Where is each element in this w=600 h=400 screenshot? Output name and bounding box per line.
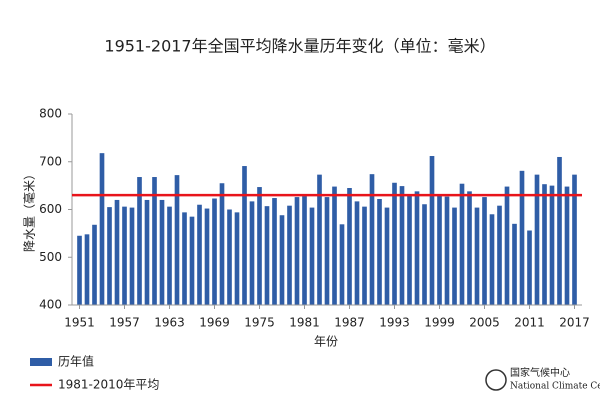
bar bbox=[557, 156, 562, 305]
bar bbox=[467, 191, 472, 305]
x-tick-label: 1963 bbox=[154, 316, 185, 330]
bar bbox=[264, 206, 270, 305]
x-tick-label: 1969 bbox=[199, 316, 230, 330]
x-tick-label: 2017 bbox=[559, 316, 590, 330]
bar bbox=[572, 174, 577, 305]
bar bbox=[444, 196, 450, 305]
bar bbox=[354, 201, 360, 305]
bar bbox=[377, 198, 382, 305]
bar bbox=[549, 185, 555, 305]
bar bbox=[437, 194, 442, 305]
bar bbox=[302, 196, 307, 305]
y-tick-label: 600 bbox=[39, 202, 62, 216]
bar bbox=[347, 188, 352, 305]
bar bbox=[407, 195, 412, 305]
chart-title: 1951-2017年全国平均降水量历年变化（单位：毫米） bbox=[104, 37, 495, 56]
bar bbox=[212, 198, 217, 305]
bar bbox=[287, 205, 292, 305]
bar bbox=[392, 182, 397, 305]
bar bbox=[77, 235, 82, 305]
bar bbox=[527, 230, 532, 305]
bar bbox=[339, 224, 345, 305]
bar bbox=[324, 197, 330, 305]
y-tick-label: 700 bbox=[39, 154, 62, 168]
source-name-en: National Climate Center bbox=[510, 382, 600, 392]
x-tick-label: 1999 bbox=[424, 316, 455, 330]
bar bbox=[294, 197, 300, 305]
bar bbox=[459, 183, 465, 305]
y-tick-label: 800 bbox=[39, 107, 62, 121]
bar bbox=[399, 186, 405, 305]
bar bbox=[474, 207, 480, 305]
y-tick-label: 400 bbox=[39, 298, 62, 312]
legend-label: 历年值 bbox=[58, 354, 94, 369]
x-tick-label: 2011 bbox=[514, 316, 545, 330]
bar bbox=[512, 223, 517, 305]
bar bbox=[317, 174, 322, 305]
legend-swatch bbox=[30, 358, 52, 366]
y-axis-label: 降水量（毫米） bbox=[22, 168, 37, 252]
y-tick-label: 500 bbox=[39, 250, 62, 264]
bar bbox=[429, 156, 435, 305]
bar bbox=[137, 177, 142, 305]
bar bbox=[362, 206, 367, 305]
bar bbox=[497, 205, 502, 305]
bar bbox=[84, 234, 90, 305]
bar bbox=[152, 177, 157, 305]
bar bbox=[159, 199, 165, 305]
bar bbox=[227, 209, 232, 305]
bar bbox=[174, 175, 180, 305]
x-tick-label: 1993 bbox=[379, 316, 410, 330]
bar bbox=[249, 201, 255, 305]
logo bbox=[485, 369, 507, 391]
bar bbox=[504, 186, 510, 305]
x-tick-label: 1951 bbox=[64, 316, 95, 330]
x-tick-label: 2005 bbox=[469, 316, 500, 330]
bar bbox=[369, 174, 375, 305]
bar bbox=[309, 207, 315, 305]
bar bbox=[384, 207, 390, 305]
bar bbox=[452, 207, 457, 305]
bar bbox=[332, 186, 337, 305]
bar bbox=[219, 183, 225, 305]
x-tick-label: 1957 bbox=[109, 316, 140, 330]
bar bbox=[519, 170, 525, 305]
bar bbox=[92, 224, 97, 305]
x-tick-label: 1975 bbox=[244, 316, 275, 330]
bar bbox=[167, 206, 172, 305]
source-name: 国家气候中心 bbox=[510, 366, 570, 379]
bar bbox=[182, 212, 187, 305]
bar bbox=[534, 174, 540, 305]
bar bbox=[99, 153, 105, 305]
bar bbox=[542, 184, 547, 305]
bar bbox=[272, 198, 277, 305]
bar bbox=[279, 215, 285, 305]
x-axis-label: 年份 bbox=[314, 335, 338, 349]
bar bbox=[189, 216, 195, 305]
bar bbox=[242, 166, 247, 305]
bar bbox=[414, 191, 420, 305]
x-tick-label: 1987 bbox=[334, 316, 365, 330]
bar bbox=[107, 207, 112, 305]
bar bbox=[144, 199, 150, 305]
bar bbox=[114, 199, 120, 305]
bar bbox=[197, 204, 202, 305]
bar bbox=[122, 206, 127, 305]
bar bbox=[422, 204, 427, 305]
bar bbox=[489, 214, 495, 305]
bar bbox=[234, 212, 240, 305]
bar bbox=[257, 187, 262, 305]
x-tick-label: 1981 bbox=[289, 316, 320, 330]
bar bbox=[564, 186, 570, 305]
bar bbox=[129, 207, 135, 305]
bar bbox=[204, 208, 210, 305]
legend-label: 1981-2010年平均 bbox=[58, 378, 159, 392]
bar bbox=[482, 197, 487, 305]
